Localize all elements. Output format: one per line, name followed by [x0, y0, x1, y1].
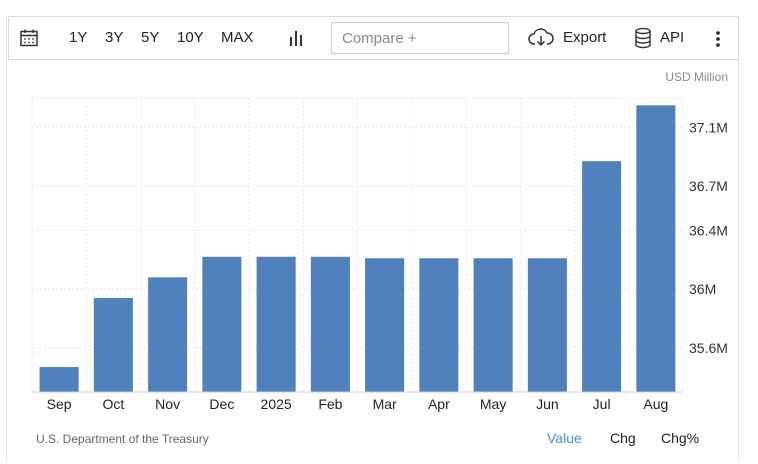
bar	[148, 277, 188, 392]
x-tick-label: Mar	[373, 396, 397, 412]
unit-label: USD Million	[665, 70, 728, 84]
more-vertical-icon[interactable]	[713, 30, 723, 48]
range-10y-button[interactable]: 10Y	[177, 29, 204, 46]
bar	[93, 297, 133, 392]
database-icon[interactable]	[634, 27, 652, 49]
x-tick-label: 2025	[261, 396, 292, 412]
bar	[310, 256, 350, 392]
bar	[365, 258, 405, 392]
mode-value-button[interactable]: Value	[547, 430, 582, 446]
range-3y-button[interactable]: 3Y	[105, 29, 124, 46]
bar	[473, 258, 513, 392]
export-button[interactable]: Export	[563, 29, 607, 46]
range-5y-button[interactable]: 5Y	[141, 29, 160, 46]
y-tick-label: 35.6M	[689, 340, 728, 356]
mode-chg-pct-button[interactable]: Chg%	[661, 430, 700, 446]
x-tick-label: Sep	[47, 396, 72, 412]
x-tick-label: Aug	[643, 396, 668, 412]
range-max-button[interactable]: MAX	[221, 29, 254, 46]
range-1y-button[interactable]: 1Y	[69, 29, 88, 46]
y-tick-label: 36.4M	[689, 222, 728, 238]
x-tick-label: Oct	[102, 396, 124, 412]
y-tick-label: 36M	[689, 281, 716, 297]
y-tick-label: 36.7M	[689, 178, 728, 194]
bar	[39, 367, 79, 392]
x-tick-label: Apr	[428, 396, 450, 412]
x-tick-label: Feb	[318, 396, 342, 412]
mode-chg-button[interactable]: Chg	[610, 430, 636, 446]
api-button[interactable]: API	[660, 29, 685, 46]
x-tick-label: May	[480, 396, 506, 412]
bar	[256, 256, 296, 392]
y-tick-label: 37.1M	[689, 119, 728, 135]
source-label: U.S. Department of the Treasury	[36, 432, 209, 446]
bar	[419, 258, 459, 392]
chart-frame	[6, 16, 739, 462]
x-tick-label: Jul	[593, 396, 611, 412]
compare-input[interactable]	[331, 22, 509, 54]
bar-chart-icon[interactable]	[288, 29, 306, 47]
bar	[582, 161, 622, 392]
bar	[202, 256, 242, 392]
x-tick-label: Jun	[536, 396, 559, 412]
x-tick-label: Nov	[155, 396, 180, 412]
cloud-download-icon[interactable]	[528, 28, 554, 48]
bar	[527, 258, 567, 392]
x-tick-label: Dec	[209, 396, 234, 412]
bar-chart: 35.6M 36M 36.4M 36.7M 37.1M Sep Oct Nov Dec 2025 F…	[31, 97, 728, 412]
bar	[636, 105, 676, 392]
calendar-icon[interactable]	[19, 28, 39, 48]
toolbar: 1Y 3Y 5Y 10Y MAX Export API	[8, 16, 739, 60]
